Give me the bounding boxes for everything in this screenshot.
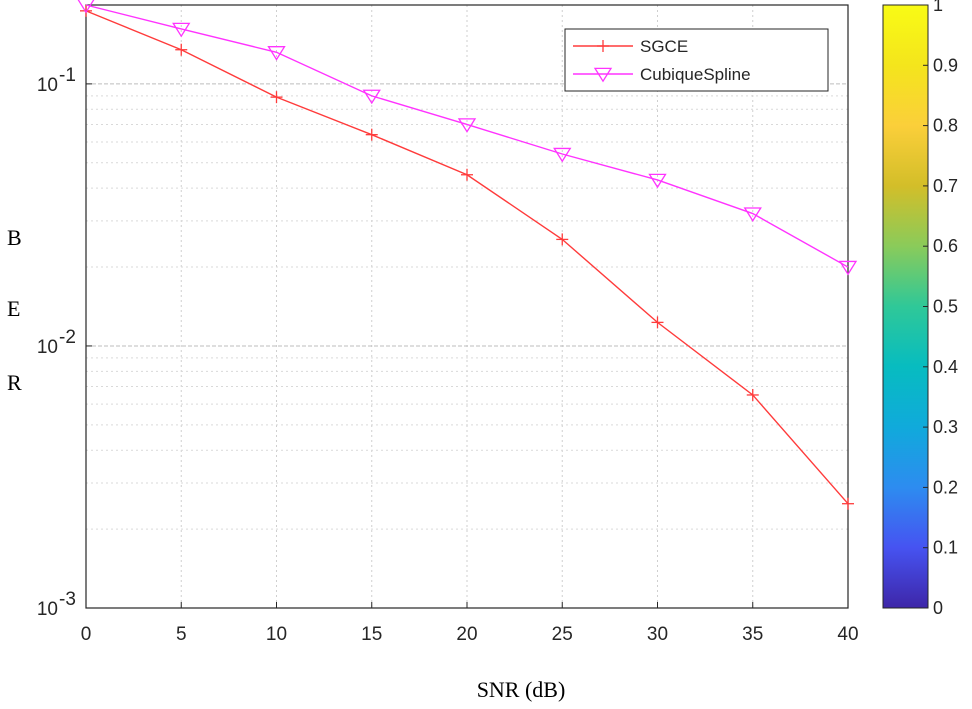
y-label-letter-b: B [7, 225, 22, 250]
series-point-CubiqueSpline-4 [457, 118, 477, 133]
legend-box [564, 28, 829, 92]
x-tick-label-3: 15 [361, 624, 382, 645]
series-line-CubiqueSpline [85, 4, 849, 268]
y-tick-exponent-0: -1 [59, 65, 76, 86]
colorbar: 0 0.1 0.2 0.3 0.4 0.5 0.6 0.7 0.8 0.9 1 [882, 0, 958, 618]
x-tick-label-6: 30 [647, 624, 668, 645]
series-point-CubiqueSpline-3 [362, 89, 381, 105]
series-point-CubiqueSpline-1 [172, 22, 191, 38]
x-tick-label-8: 40 [837, 624, 858, 645]
series-point-CubiqueSpline-7 [743, 207, 762, 222]
colorbar-tick-label-8: 0.8 [933, 116, 958, 136]
series-point-SGCE-1 [175, 43, 188, 56]
x-tick-label-7: 35 [742, 624, 763, 645]
legend-marker-CubiqueSpline [593, 67, 613, 83]
series-point-CubiqueSpline-6 [648, 173, 667, 189]
colorbar-tick-label-4: 0.4 [933, 357, 958, 377]
colorbar-tick-label-9: 0.9 [933, 55, 958, 75]
x-tick-label-5: 25 [552, 624, 573, 645]
series-point-CubiqueSpline-2 [267, 46, 286, 61]
grid-lines [86, 5, 848, 608]
series-point-SGCE-0 [80, 4, 92, 17]
y-axis-ticks: 10-110-210-3 [37, 65, 92, 620]
y-label-letter-e: E [7, 296, 20, 321]
legend: SGCE CubiqueSpline [564, 28, 829, 92]
x-tick-label-4: 20 [456, 624, 477, 645]
colorbar-tick-label-10: 1 [933, 0, 943, 15]
colorbar-tick-label-0: 0 [933, 598, 943, 618]
x-tick-label-0: 0 [81, 624, 92, 645]
series-point-SGCE-4 [461, 168, 473, 181]
series-point-CubiqueSpline-5 [553, 147, 572, 163]
series-point-SGCE-2 [270, 91, 283, 104]
colorbar-tick-label-5: 0.5 [933, 297, 958, 317]
legend-marker-SGCE [597, 40, 609, 52]
series-point-SGCE-6 [651, 316, 664, 329]
legend-label-SGCE: SGCE [640, 37, 688, 56]
colorbar-gradient [882, 4, 929, 609]
series-point-SGCE-5 [556, 233, 569, 246]
series-group [77, 0, 858, 510]
y-tick-label-0: 10 [37, 75, 58, 96]
x-tick-label-1: 5 [176, 624, 187, 645]
x-tick-label-2: 10 [266, 624, 287, 645]
colorbar-tick-label-6: 0.6 [933, 236, 958, 256]
y-tick-label-1: 10 [37, 337, 58, 358]
x-axis-label: SNR (dB) [477, 677, 566, 702]
series-point-CubiqueSpline-0 [77, 0, 95, 14]
colorbar-tick-label-2: 0.2 [933, 477, 958, 497]
colorbar-tick-label-3: 0.3 [933, 417, 958, 437]
y-tick-label-2: 10 [37, 599, 58, 620]
series-point-SGCE-7 [746, 388, 759, 401]
y-tick-exponent-2: -3 [59, 589, 76, 610]
series-point-SGCE-8 [842, 497, 854, 510]
colorbar-tick-label-1: 0.1 [933, 538, 958, 558]
x-axis-ticks: 0 5 10 15 20 25 30 35 40 [81, 602, 859, 645]
y-tick-exponent-1: -2 [59, 327, 76, 348]
series-point-CubiqueSpline-8 [838, 260, 858, 276]
y-label-letter-r: R [7, 370, 22, 395]
legend-label-CubiqueSpline: CubiqueSpline [640, 65, 751, 84]
series-point-SGCE-3 [365, 128, 378, 141]
colorbar-tick-label-7: 0.7 [933, 176, 958, 196]
